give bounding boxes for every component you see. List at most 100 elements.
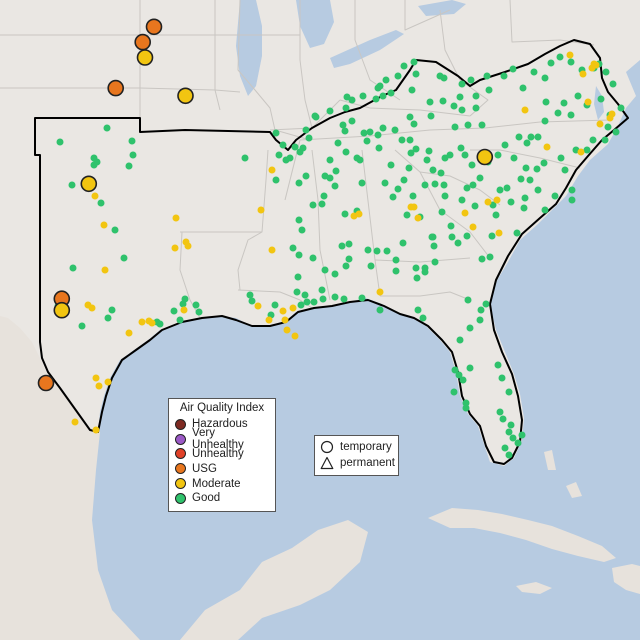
monitor-dot[interactable] <box>295 216 303 224</box>
monitor-dot[interactable] <box>530 68 538 76</box>
monitor-dot[interactable] <box>515 133 523 141</box>
monitor-dot[interactable] <box>104 378 112 386</box>
temporary-monitor-marker[interactable] <box>53 301 71 319</box>
monitor-dot[interactable] <box>484 198 492 206</box>
monitor-dot[interactable] <box>485 86 493 94</box>
monitor-dot[interactable] <box>389 193 397 201</box>
monitor-dot[interactable] <box>382 76 390 84</box>
monitor-dot[interactable] <box>342 148 350 156</box>
monitor-dot[interactable] <box>340 295 348 303</box>
monitor-dot[interactable] <box>534 133 542 141</box>
monitor-dot[interactable] <box>100 221 108 229</box>
monitor-dot[interactable] <box>407 149 415 157</box>
monitor-dot[interactable] <box>246 291 254 299</box>
monitor-dot[interactable] <box>358 179 366 187</box>
monitor-dot[interactable] <box>533 165 541 173</box>
monitor-dot[interactable] <box>461 151 469 159</box>
monitor-dot[interactable] <box>92 426 100 434</box>
monitor-dot[interactable] <box>521 194 529 202</box>
monitor-dot[interactable] <box>332 167 340 175</box>
monitor-dot[interactable] <box>592 61 600 69</box>
monitor-dot[interactable] <box>379 92 387 100</box>
monitor-dot[interactable] <box>459 376 467 384</box>
monitor-dot[interactable] <box>184 242 192 250</box>
monitor-dot[interactable] <box>589 136 597 144</box>
monitor-dot[interactable] <box>450 102 458 110</box>
monitor-dot[interactable] <box>268 246 276 254</box>
monitor-dot[interactable] <box>408 86 416 94</box>
monitor-dot[interactable] <box>297 301 305 309</box>
monitor-dot[interactable] <box>414 214 422 222</box>
monitor-dot[interactable] <box>583 146 591 154</box>
monitor-dot[interactable] <box>468 161 476 169</box>
monitor-dot[interactable] <box>406 113 414 121</box>
monitor-dot[interactable] <box>275 151 283 159</box>
monitor-dot[interactable] <box>438 208 446 216</box>
monitor-dot[interactable] <box>376 288 384 296</box>
monitor-dot[interactable] <box>272 129 280 137</box>
monitor-dot[interactable] <box>423 156 431 164</box>
monitor-dot[interactable] <box>534 186 542 194</box>
monitor-dot[interactable] <box>447 222 455 230</box>
monitor-dot[interactable] <box>138 318 146 326</box>
monitor-dot[interactable] <box>409 192 417 200</box>
monitor-dot[interactable] <box>425 147 433 155</box>
monitor-dot[interactable] <box>383 247 391 255</box>
monitor-dot[interactable] <box>295 251 303 259</box>
temporary-monitor-marker[interactable] <box>145 18 163 36</box>
monitor-dot[interactable] <box>604 123 612 131</box>
monitor-dot[interactable] <box>522 164 530 172</box>
monitor-dot[interactable] <box>257 206 265 214</box>
monitor-dot[interactable] <box>495 229 503 237</box>
monitor-dot[interactable] <box>561 166 569 174</box>
monitor-dot[interactable] <box>181 295 189 303</box>
monitor-dot[interactable] <box>374 131 382 139</box>
monitor-dot[interactable] <box>567 58 575 66</box>
monitor-dot[interactable] <box>272 176 280 184</box>
monitor-dot[interactable] <box>463 184 471 192</box>
monitor-dot[interactable] <box>345 255 353 263</box>
monitor-dot[interactable] <box>469 223 477 231</box>
monitor-dot[interactable] <box>394 185 402 193</box>
monitor-dot[interactable] <box>88 304 96 312</box>
monitor-dot[interactable] <box>509 434 517 442</box>
monitor-dot[interactable] <box>464 296 472 304</box>
monitor-dot[interactable] <box>427 112 435 120</box>
monitor-dot[interactable] <box>574 92 582 100</box>
monitor-dot[interactable] <box>472 92 480 100</box>
monitor-dot[interactable] <box>302 172 310 180</box>
monitor-dot[interactable] <box>421 268 429 276</box>
monitor-dot[interactable] <box>398 136 406 144</box>
monitor-dot[interactable] <box>412 70 420 78</box>
monitor-dot[interactable] <box>405 164 413 172</box>
monitor-dot[interactable] <box>426 98 434 106</box>
monitor-dot[interactable] <box>376 306 384 314</box>
monitor-dot[interactable] <box>440 181 448 189</box>
monitor-dot[interactable] <box>348 96 356 104</box>
monitor-dot[interactable] <box>496 408 504 416</box>
monitor-dot[interactable] <box>331 293 339 301</box>
monitor-dot[interactable] <box>56 138 64 146</box>
monitor-dot[interactable] <box>286 154 294 162</box>
temporary-monitor-marker[interactable] <box>107 79 124 97</box>
monitor-dot[interactable] <box>180 306 188 314</box>
monitor-dot[interactable] <box>92 374 100 382</box>
monitor-dot[interactable] <box>476 174 484 182</box>
monitor-dot[interactable] <box>341 210 349 218</box>
monitor-dot[interactable] <box>458 80 466 88</box>
temporary-monitor-marker[interactable] <box>37 374 55 392</box>
monitor-dot[interactable] <box>448 233 456 241</box>
monitor-dot[interactable] <box>334 139 342 147</box>
monitor-dot[interactable] <box>602 68 610 76</box>
monitor-dot[interactable] <box>560 99 568 107</box>
monitor-dot[interactable] <box>348 117 356 125</box>
monitor-dot[interactable] <box>567 111 575 119</box>
monitor-dot[interactable] <box>379 124 387 132</box>
monitor-dot[interactable] <box>419 314 427 322</box>
monitor-dot[interactable] <box>375 144 383 152</box>
monitor-dot[interactable] <box>518 431 526 439</box>
monitor-dot[interactable] <box>467 76 475 84</box>
temporary-monitor-marker[interactable] <box>134 33 151 51</box>
monitor-dot[interactable] <box>542 98 550 106</box>
monitor-dot[interactable] <box>462 404 470 412</box>
